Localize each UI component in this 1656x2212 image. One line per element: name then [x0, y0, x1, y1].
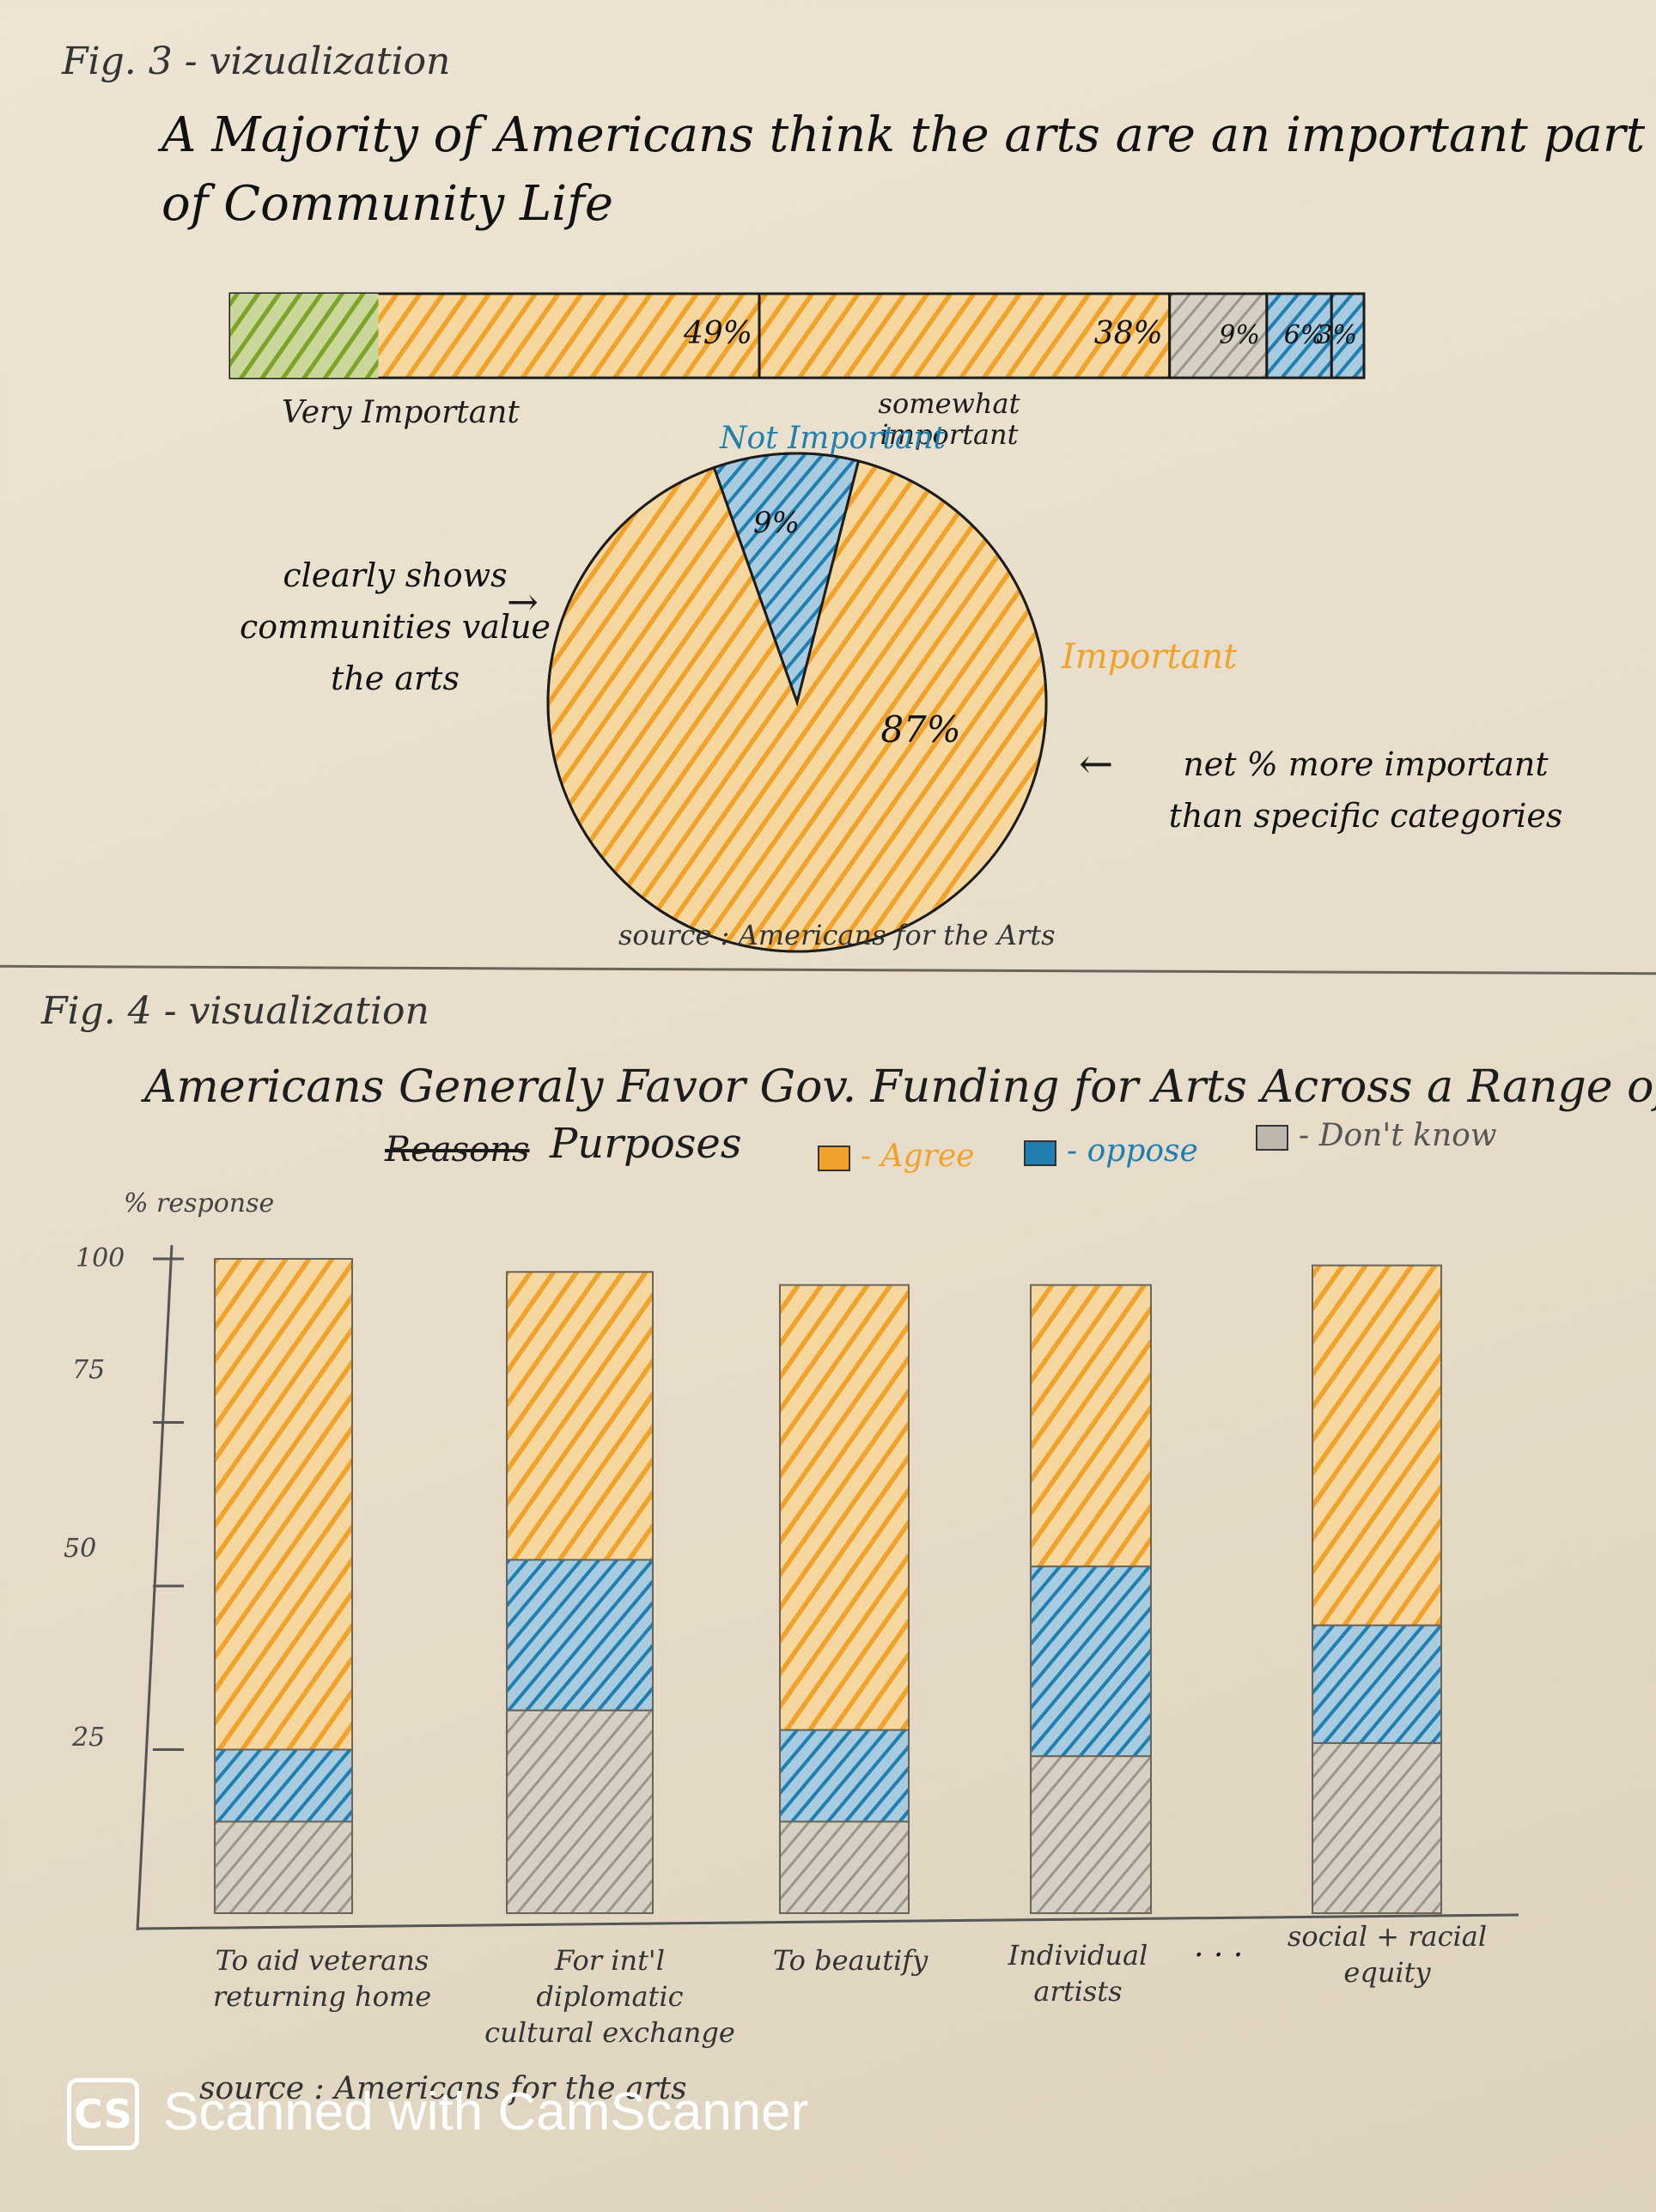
hbar-very-important-green-overlay — [230, 294, 379, 378]
legend-dont-know: - Don't know — [1256, 1118, 1497, 1153]
bar-2-series-1 — [779, 1729, 910, 1823]
bar-3-series-2 — [1030, 1284, 1152, 1568]
pie-label-1: 9% — [753, 506, 800, 540]
ytick-100: 100 — [76, 1243, 125, 1273]
hbar-segment-3 — [1265, 292, 1333, 380]
legend-oppose: - oppose — [1024, 1133, 1198, 1169]
bar-4-series-1 — [1312, 1624, 1442, 1744]
xcat-veterans: To aid veterans returning home — [212, 1944, 432, 2013]
xcat-social-equity: social + racial equity — [1287, 1920, 1488, 1989]
fig4-label: Fig. 4 - visualization — [41, 989, 429, 1033]
legend-dont-know-swatch — [1256, 1125, 1288, 1151]
ytick-25: 25 — [72, 1723, 106, 1753]
bar-1-series-1 — [506, 1559, 654, 1711]
legend-oppose-swatch — [1024, 1140, 1056, 1166]
fig3-chart: 49% 38% 9% 6%3% 87% 9% — [228, 292, 1366, 953]
hbar-label-2: 9% — [1219, 320, 1260, 350]
fig4-title-line1: Americans Generaly Favor Gov. Funding fo… — [144, 1061, 1656, 1113]
pie-slice-1 — [712, 452, 861, 708]
camscanner-logo: CS — [67, 2078, 139, 2150]
label-not-important: Not Important — [720, 421, 946, 456]
legend-agree-label: - Agree — [861, 1139, 975, 1174]
bar-4-series-2 — [1312, 1264, 1442, 1626]
x-axis-line — [137, 1913, 1519, 1930]
fig3-title: A Majority of Americans think the arts a… — [161, 107, 1646, 232]
xcat-beautify: To beautify — [772, 1944, 928, 1977]
pie-slice-0 — [546, 459, 1048, 953]
ytick-50: 50 — [64, 1534, 97, 1564]
fig4-chart — [136, 1244, 1519, 1931]
fig4-title-end: Purposes — [550, 1120, 742, 1168]
hbar-label-0: 49% — [683, 316, 752, 351]
bar-0-series-1 — [214, 1748, 353, 1823]
legend-agree-swatch — [818, 1146, 850, 1171]
fig4-source: source : Americans for the arts — [199, 2071, 687, 2106]
note-right: net % more important than specific categ… — [1168, 745, 1563, 835]
bar-0-series-2 — [214, 1258, 353, 1751]
bar-3-series-1 — [1030, 1565, 1152, 1758]
fig3-label: Fig. 3 - vizualization — [62, 40, 451, 83]
pie-label-0: 87% — [880, 708, 960, 750]
bar-3-series-0 — [1030, 1755, 1152, 1914]
fig4-title-strike: Reasons — [385, 1130, 530, 1170]
hbar-label-1: 38% — [1094, 316, 1163, 351]
bar-2-series-0 — [779, 1820, 910, 1915]
note-left: clearly shows communities value the arts — [239, 556, 551, 697]
bar-4-series-0 — [1312, 1741, 1442, 1914]
camscanner-watermark: Scanned with CamScanner — [163, 2082, 809, 2142]
y-axis-line — [136, 1244, 174, 1931]
xcat-individual-artists: Individual artists — [1008, 1939, 1148, 2008]
hbar-label-4: 3% — [1316, 320, 1357, 350]
hbar-segment-4 — [1330, 292, 1366, 380]
legend-dont-know-label: - Don't know — [1299, 1118, 1497, 1153]
xcat-diplomatic: For int'l diplomatic cultural exchange — [484, 1944, 735, 2049]
legend-agree: - Agree — [818, 1139, 974, 1174]
bar-1-series-0 — [506, 1709, 654, 1915]
bar-1-series-2 — [506, 1271, 654, 1561]
legend-oppose-label: - oppose — [1067, 1133, 1198, 1169]
label-important: Important — [1062, 637, 1238, 677]
bar-0-series-0 — [214, 1820, 353, 1915]
fig3-source: source : Americans for the Arts — [618, 919, 1056, 951]
hbar-label-3: 6% — [1284, 320, 1325, 350]
arrow-right-icon: → — [507, 580, 539, 624]
y-axis-label: % response — [124, 1188, 275, 1218]
xcat-ellipsis: . . . — [1194, 1929, 1244, 1964]
ytick-75: 75 — [72, 1355, 106, 1385]
label-somewhat-important: somewhat important — [878, 387, 1020, 451]
label-very-important: Very Important — [282, 395, 520, 430]
bar-2-series-2 — [779, 1284, 910, 1731]
arrow-left-icon: ← — [1079, 740, 1114, 788]
